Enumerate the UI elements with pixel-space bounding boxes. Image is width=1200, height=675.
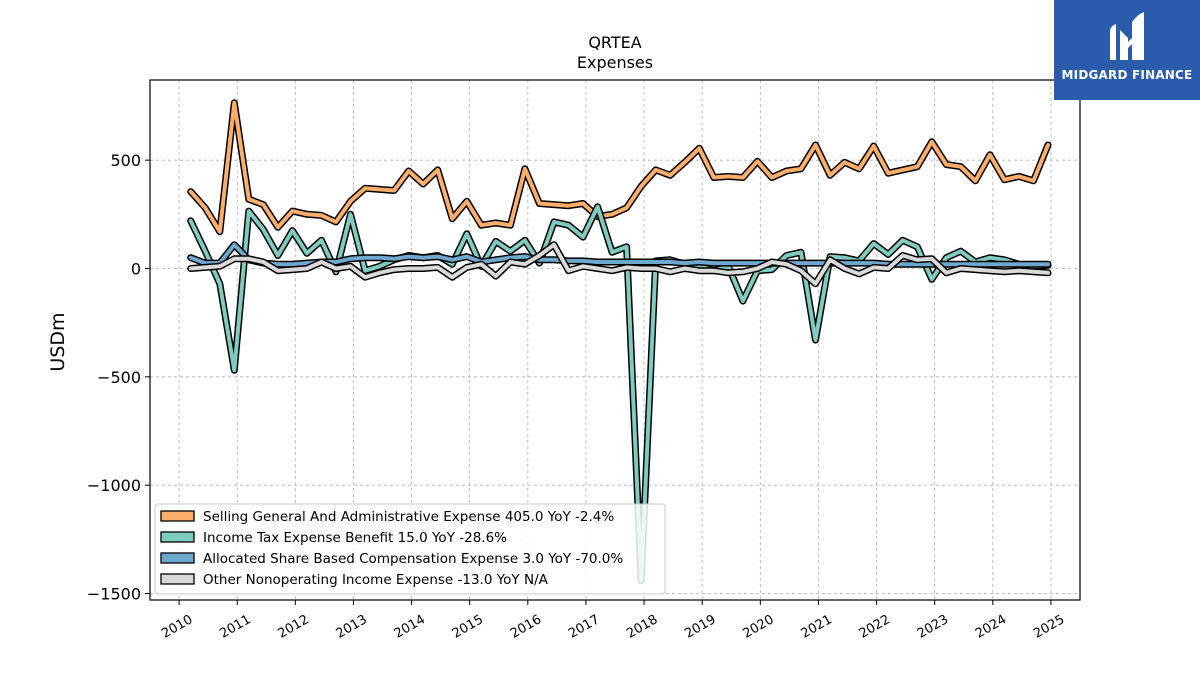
x-tick-label: 2017 bbox=[566, 612, 602, 642]
x-axis-ticks: 2010 2011 2012 2013 2014 2015 2016 2017 2018 2019… bbox=[159, 600, 1067, 642]
y-tick-label: −1500 bbox=[87, 585, 141, 604]
x-tick-label: 2022 bbox=[857, 612, 893, 642]
series-line-share-comp bbox=[188, 242, 1050, 267]
legend: Selling General And Administrative Expen… bbox=[154, 503, 666, 595]
x-tick-label: 2021 bbox=[799, 612, 835, 642]
legend-swatch-share-comp bbox=[160, 552, 195, 564]
x-tick-label: 2010 bbox=[159, 612, 195, 642]
x-tick-label: 2016 bbox=[508, 612, 544, 642]
y-axis-label: USDm bbox=[47, 312, 69, 371]
plot-area-frame bbox=[149, 79, 1081, 601]
legend-swatch-other-nonop bbox=[160, 573, 195, 585]
y-tick-label: −1000 bbox=[87, 476, 141, 495]
x-tick-label: 2013 bbox=[334, 612, 370, 642]
y-tick-label: −500 bbox=[97, 368, 141, 387]
midgard-finance-logo-icon bbox=[1054, 0, 1200, 100]
x-tick-label: 2025 bbox=[1031, 612, 1067, 642]
legend-label-income-tax: Income Tax Expense Benefit 15.0 YoY -28.… bbox=[203, 530, 507, 546]
x-tick-label: 2024 bbox=[973, 612, 1009, 642]
legend-swatch-sga bbox=[160, 510, 195, 522]
x-tick-label: 2015 bbox=[450, 612, 486, 642]
series-line-sga bbox=[188, 100, 1050, 234]
brand-name: MIDGARD FINANCE bbox=[1061, 68, 1193, 82]
chart-subtitle: Expenses bbox=[577, 53, 653, 72]
legend-frame bbox=[154, 503, 666, 595]
series-lines bbox=[187, 99, 1052, 584]
legend-label-share-comp: Allocated Share Based Compensation Expen… bbox=[203, 551, 623, 567]
brand-logo: MIDGARD FINANCE bbox=[1054, 0, 1200, 100]
x-tick-label: 2011 bbox=[217, 612, 253, 642]
x-tick-label: 2020 bbox=[740, 612, 776, 642]
y-tick-label: 0 bbox=[131, 260, 141, 279]
legend-label-sga: Selling General And Administrative Expen… bbox=[203, 509, 614, 525]
series-line-other-nonop bbox=[188, 242, 1050, 286]
x-tick-label: 2012 bbox=[275, 612, 311, 642]
legend-swatch-income-tax bbox=[160, 531, 195, 543]
x-tick-label: 2014 bbox=[392, 612, 428, 642]
y-axis-ticks: 500 0 −500 −1000 −1500 bbox=[87, 151, 150, 604]
x-tick-label: 2019 bbox=[682, 612, 718, 642]
x-tick-label: 2018 bbox=[624, 612, 660, 642]
legend-label-other-nonop: Other Nonoperating Income Expense -13.0 … bbox=[203, 572, 549, 588]
y-tick-label: 500 bbox=[110, 151, 141, 170]
chart-title: QRTEA bbox=[588, 33, 641, 52]
x-tick-label: 2023 bbox=[915, 612, 951, 642]
